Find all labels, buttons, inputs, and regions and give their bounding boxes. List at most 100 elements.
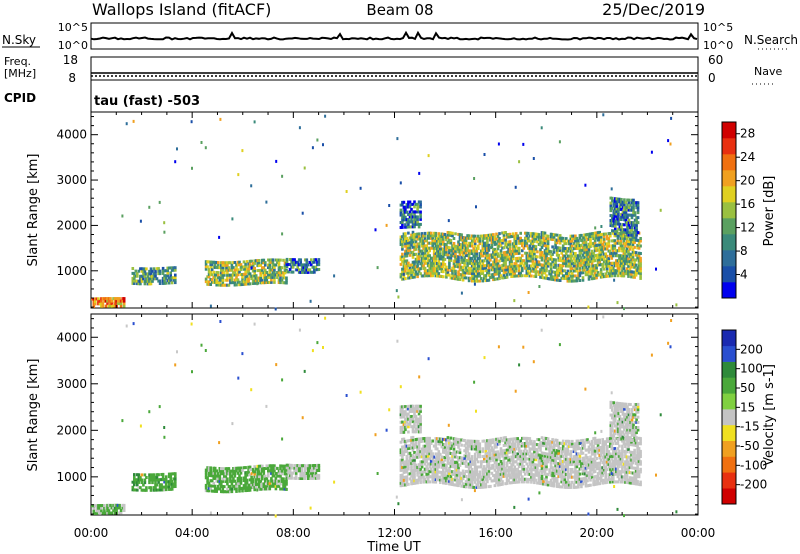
echo-cell [283, 281, 287, 285]
echo-cell [598, 263, 601, 267]
echo-cell [587, 245, 591, 249]
echo-cell [439, 264, 442, 268]
echo-cell [411, 222, 415, 226]
echo-cell [584, 263, 588, 267]
echo-cell [223, 273, 226, 277]
echo-cell [492, 250, 495, 254]
echo-cell [469, 442, 472, 446]
echo-cell [410, 474, 413, 478]
echo-cell [300, 265, 304, 269]
echo-cell [457, 438, 460, 441]
echo-cell [546, 234, 550, 238]
echo-cell [557, 278, 560, 282]
echo-cell [445, 250, 448, 254]
echo-cell [133, 272, 136, 275]
echo-cell [402, 481, 406, 485]
echo-cell [540, 236, 544, 240]
echo-cell [313, 260, 316, 264]
echo-cell [483, 236, 486, 240]
echo-cell [540, 241, 544, 244]
echo-cell [217, 484, 220, 488]
echo-cell [589, 274, 592, 278]
echo-cell [483, 234, 486, 238]
echo-cell [551, 270, 554, 274]
echo-cell [507, 270, 510, 274]
echo-cell [639, 237, 642, 240]
echo-cell [218, 474, 222, 478]
echo-cell [425, 449, 428, 453]
echo-cell [440, 242, 444, 246]
echo-cell [475, 254, 478, 258]
echo-cell [496, 252, 500, 256]
echo-cell [624, 257, 627, 261]
echo-cell [448, 461, 451, 465]
echo-cell [498, 272, 501, 275]
echo-cell [487, 462, 491, 465]
echo-cell [464, 441, 468, 445]
echo-cell [619, 241, 623, 245]
echo-cell [531, 455, 535, 459]
echo-cell [436, 242, 439, 245]
echo-cell [401, 476, 404, 480]
echo-cell [244, 262, 247, 266]
echo-cell [118, 297, 121, 301]
echo-cell [571, 262, 574, 266]
echo-cell [417, 465, 421, 469]
echo-cell [543, 459, 547, 463]
echo-cell [140, 269, 144, 273]
echo-cell [610, 271, 614, 275]
echo-cell [413, 215, 416, 219]
echo-cell [555, 233, 559, 237]
echo-cell [584, 265, 588, 269]
echo-cell [457, 270, 460, 274]
echo-cell [484, 441, 488, 445]
echo-cell [527, 437, 530, 440]
echo-cell [310, 474, 313, 478]
echo-cell [100, 302, 103, 306]
echo-cell [571, 249, 574, 253]
echo-cell [613, 239, 617, 243]
echo-cell [621, 271, 624, 275]
echo-cell [122, 304, 126, 308]
echo-cell [605, 242, 609, 246]
echo-cell [445, 245, 448, 249]
echo-cell [437, 450, 441, 454]
echo-cell [505, 438, 509, 442]
echo-cell [487, 248, 491, 252]
echo-cell [472, 239, 475, 243]
echo-cell [401, 450, 404, 454]
echo-cell [475, 249, 478, 253]
echo-cell [443, 242, 447, 246]
echo-cell [408, 439, 412, 442]
echo-cell [317, 258, 321, 262]
echo-cell [411, 225, 415, 229]
echo-cell [633, 226, 637, 230]
noise-cell [594, 226, 597, 230]
echo-cell [405, 254, 409, 258]
echo-cell [265, 466, 269, 470]
echo-cell [452, 244, 456, 248]
echo-cell [458, 273, 462, 276]
echo-cell [511, 447, 515, 451]
echo-cell [537, 445, 541, 449]
echo-cell [571, 272, 574, 276]
echo-cell [618, 200, 622, 204]
echo-cell [514, 467, 518, 471]
echo-cell [470, 478, 474, 482]
echo-cell [164, 269, 168, 273]
echo-cell [414, 245, 418, 249]
echo-cell [483, 246, 486, 250]
echo-cell [593, 254, 597, 258]
echo-cell [256, 259, 259, 263]
echo-cell [276, 261, 279, 264]
echo-cell [439, 478, 442, 482]
echo-cell [548, 249, 551, 253]
echo-cell [399, 208, 403, 212]
echo-cell [530, 442, 533, 446]
echo-cell [230, 487, 234, 491]
echo-cell [475, 252, 478, 256]
echo-cell [460, 268, 463, 272]
echo-cell [615, 204, 619, 208]
echo-cell [477, 237, 480, 241]
echo-cell [174, 477, 177, 481]
